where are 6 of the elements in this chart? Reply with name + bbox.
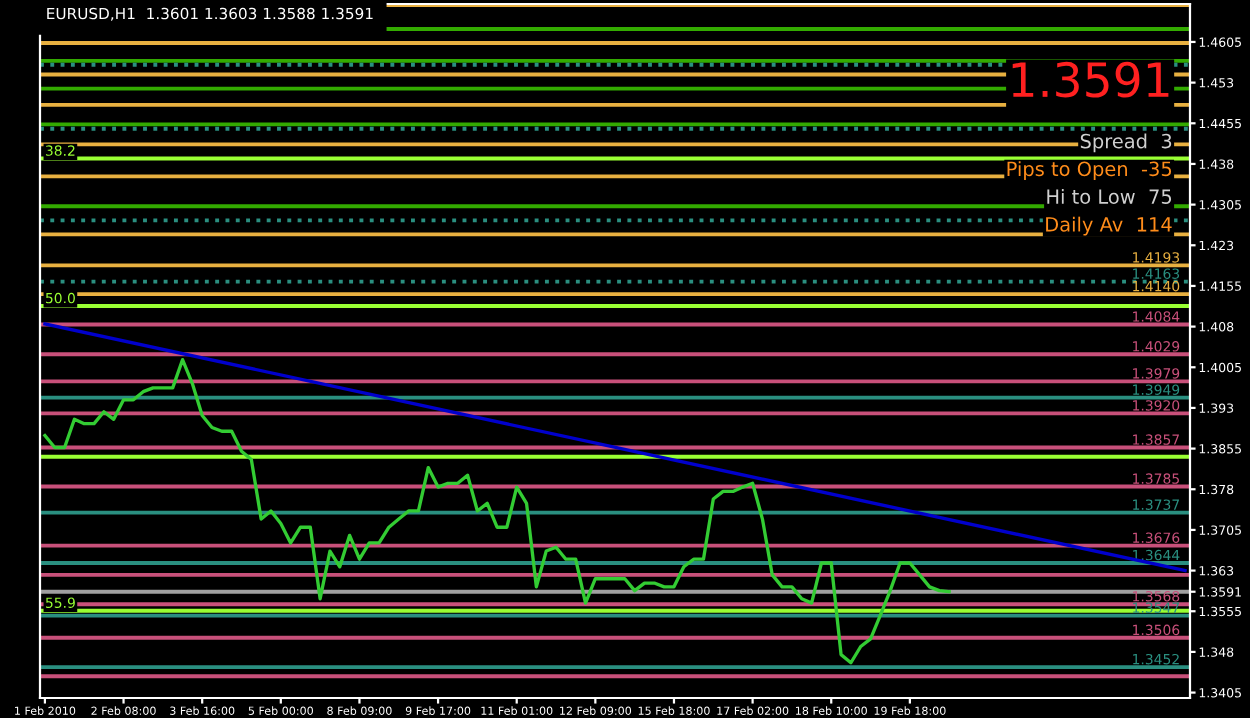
line-series (43, 358, 951, 665)
annotation: Spread 3 (1080, 133, 1172, 153)
annotation: Pips to Open -35 (1007, 161, 1172, 180)
annotation: Hi to Low 75 (1047, 188, 1172, 204)
annotation: Daily Av 114 (1046, 216, 1172, 236)
annotation: 1.3591 (1012, 61, 1169, 98)
